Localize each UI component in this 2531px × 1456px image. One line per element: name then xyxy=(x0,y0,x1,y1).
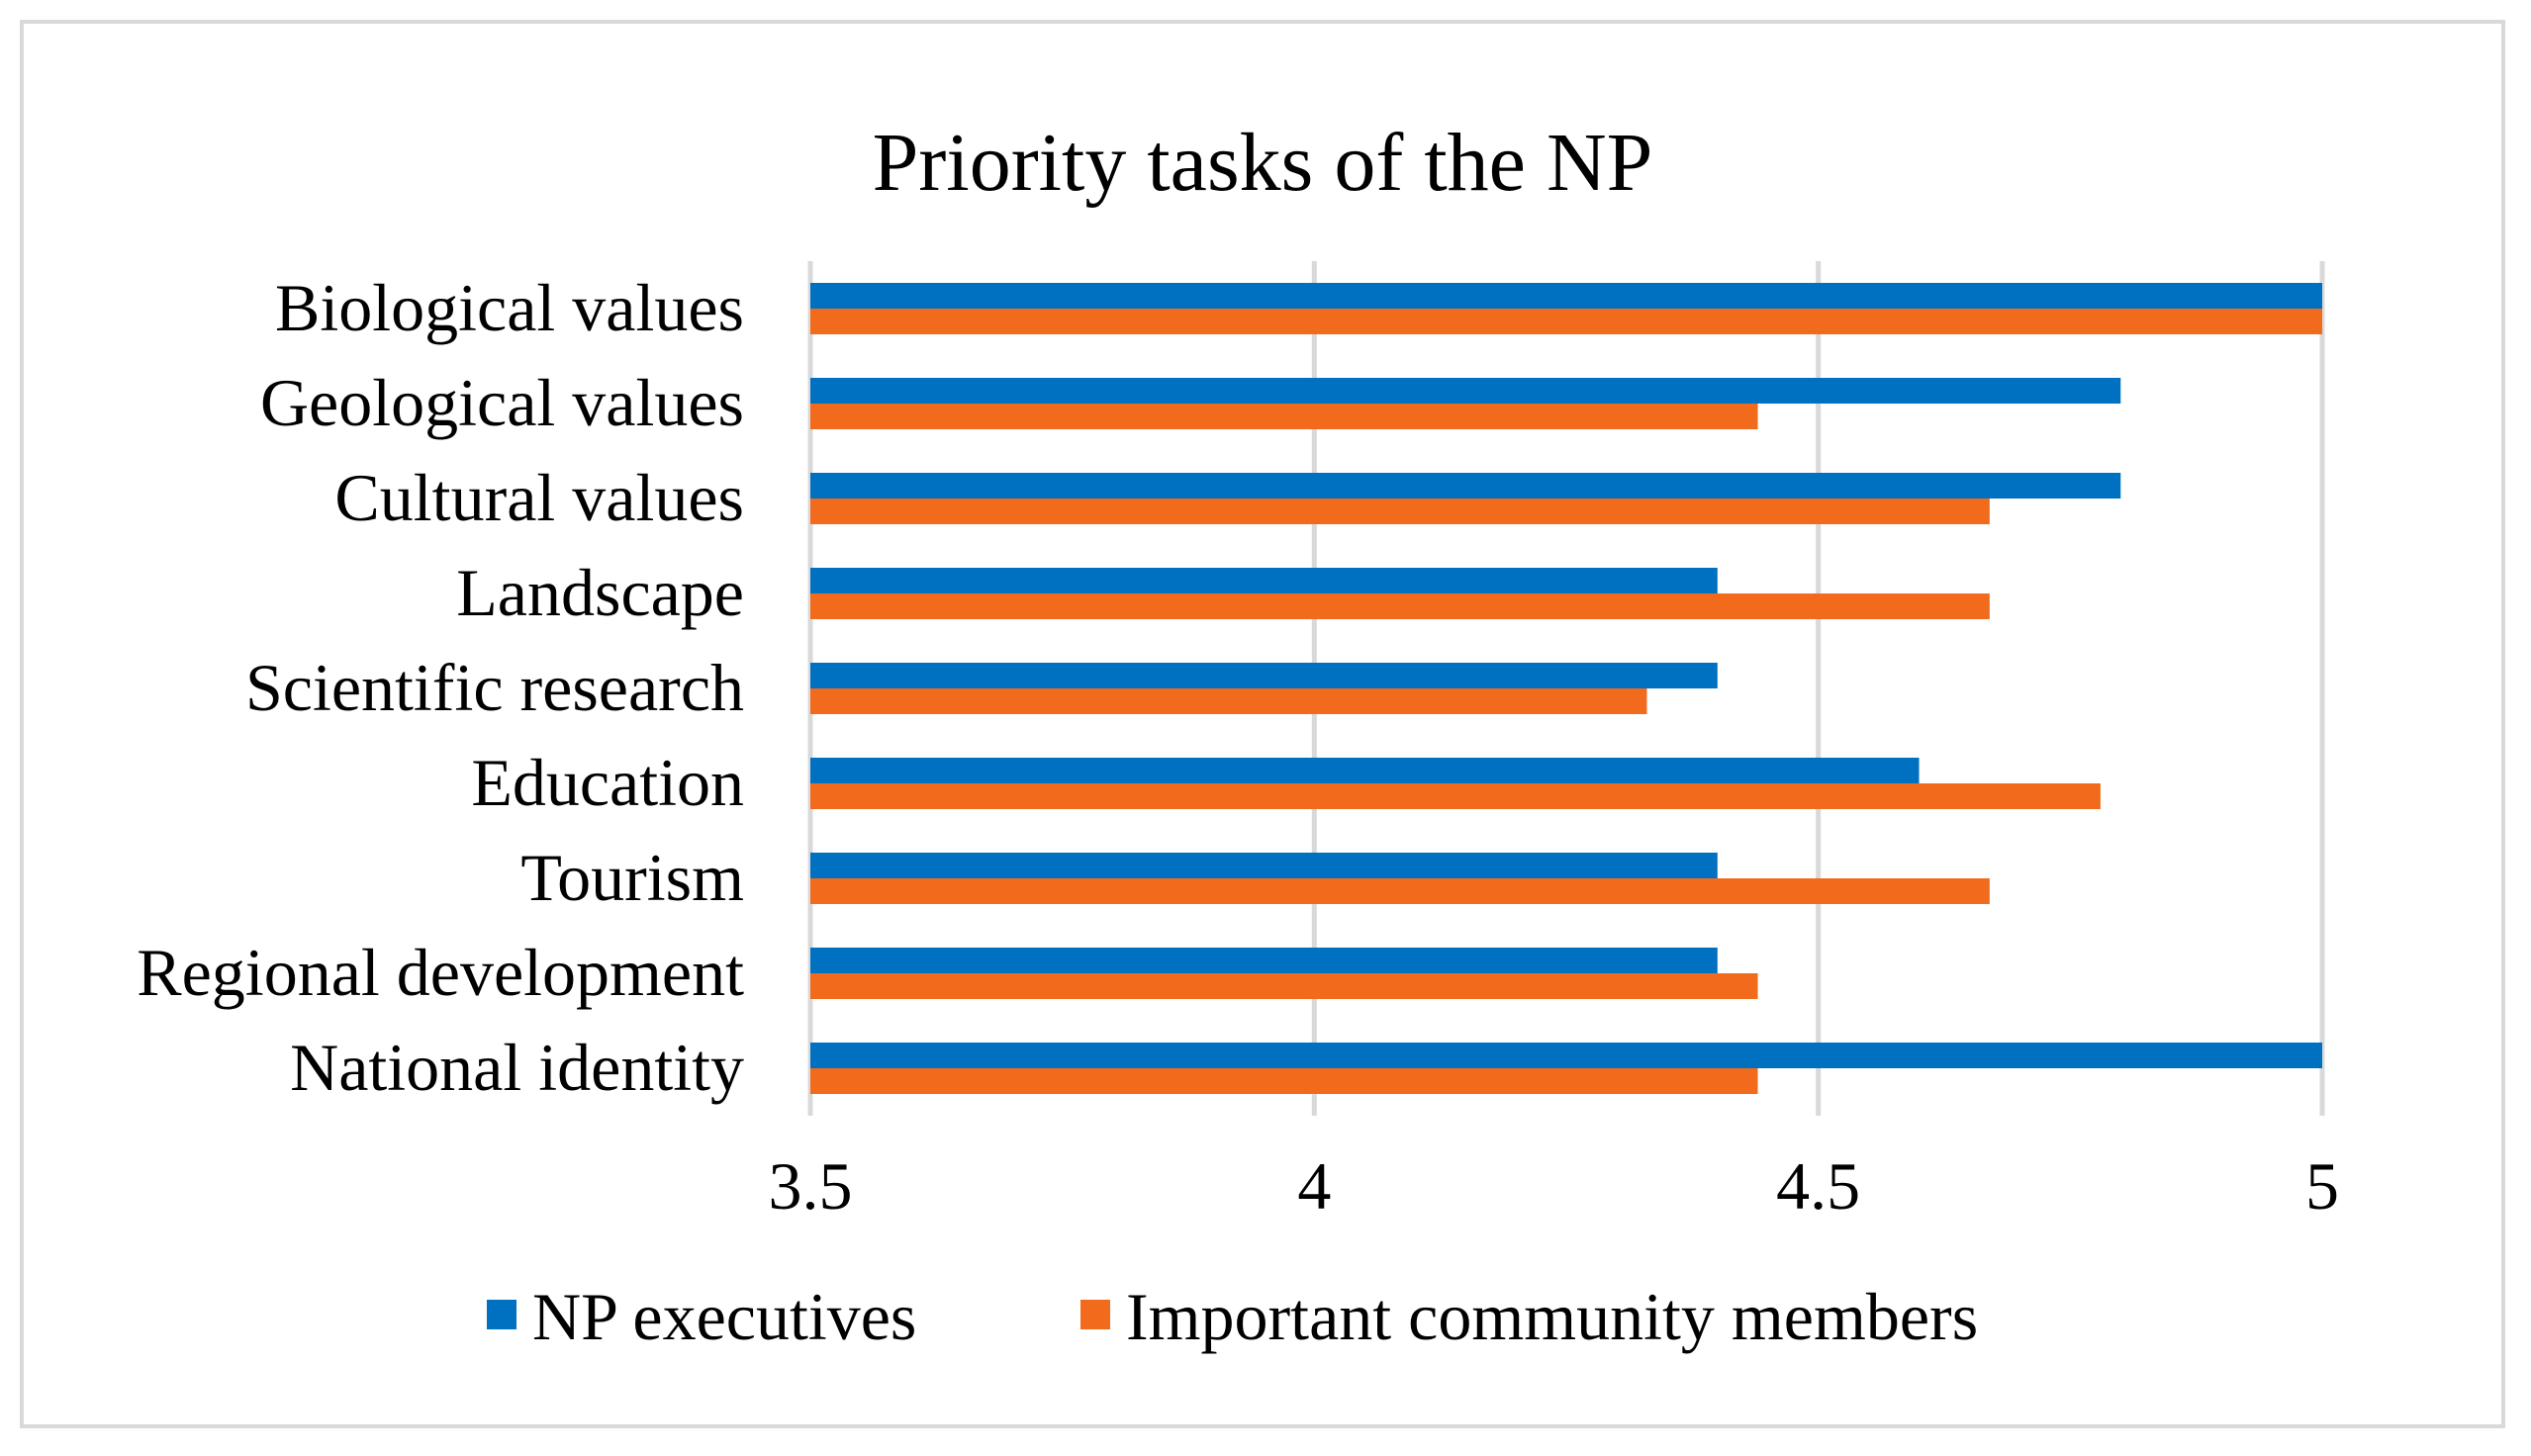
category-label: Education xyxy=(471,745,744,820)
bar-community-members xyxy=(810,404,1758,429)
category-label: Biological values xyxy=(275,270,744,345)
category-label: Geological values xyxy=(260,365,744,440)
bar-community-members xyxy=(810,783,2101,809)
bar-community-members xyxy=(810,878,1990,904)
bar-community-members xyxy=(810,688,1647,714)
bar-chart: Priority tasks of the NP Biological valu… xyxy=(137,117,2340,1354)
x-tick-label: 3.5 xyxy=(769,1148,853,1224)
chart-title: Priority tasks of the NP xyxy=(873,117,1653,209)
bars xyxy=(810,283,2322,1094)
category-label: Scientific research xyxy=(245,650,744,725)
category-label: National identity xyxy=(290,1030,744,1105)
legend-swatch xyxy=(487,1300,516,1329)
chart-frame: Priority tasks of the NP Biological valu… xyxy=(20,20,2505,1428)
legend: NP executives Important community members xyxy=(487,1279,1978,1354)
category-label: Landscape xyxy=(456,555,744,630)
bar-np-executives xyxy=(810,758,1920,783)
bar-community-members xyxy=(810,1068,1758,1094)
bar-np-executives xyxy=(810,378,2121,404)
x-tick-label: 4 xyxy=(1297,1148,1331,1224)
bar-np-executives xyxy=(810,948,1718,973)
bar-community-members xyxy=(810,309,2322,334)
bar-np-executives xyxy=(810,568,1718,593)
bar-np-executives xyxy=(810,1043,2322,1068)
bar-np-executives xyxy=(810,663,1718,688)
legend-label: Important community members xyxy=(1126,1279,1978,1354)
bar-np-executives xyxy=(810,283,2322,309)
bar-community-members xyxy=(810,499,1990,524)
x-tick-label: 5 xyxy=(2305,1148,2339,1224)
x-tick-label: 4.5 xyxy=(1776,1148,1860,1224)
legend-label: NP executives xyxy=(532,1279,916,1354)
bar-community-members xyxy=(810,593,1990,619)
category-labels: Biological values Geological values Cultur… xyxy=(137,270,744,1105)
category-label: Tourism xyxy=(520,840,744,915)
bar-np-executives xyxy=(810,473,2121,499)
legend-swatch xyxy=(1080,1300,1110,1329)
category-label: Cultural values xyxy=(334,460,744,535)
bar-community-members xyxy=(810,973,1758,999)
bar-np-executives xyxy=(810,853,1718,878)
category-label: Regional development xyxy=(137,935,744,1010)
x-axis-tick-labels: 3.5 4 4.5 5 xyxy=(769,1148,2340,1224)
